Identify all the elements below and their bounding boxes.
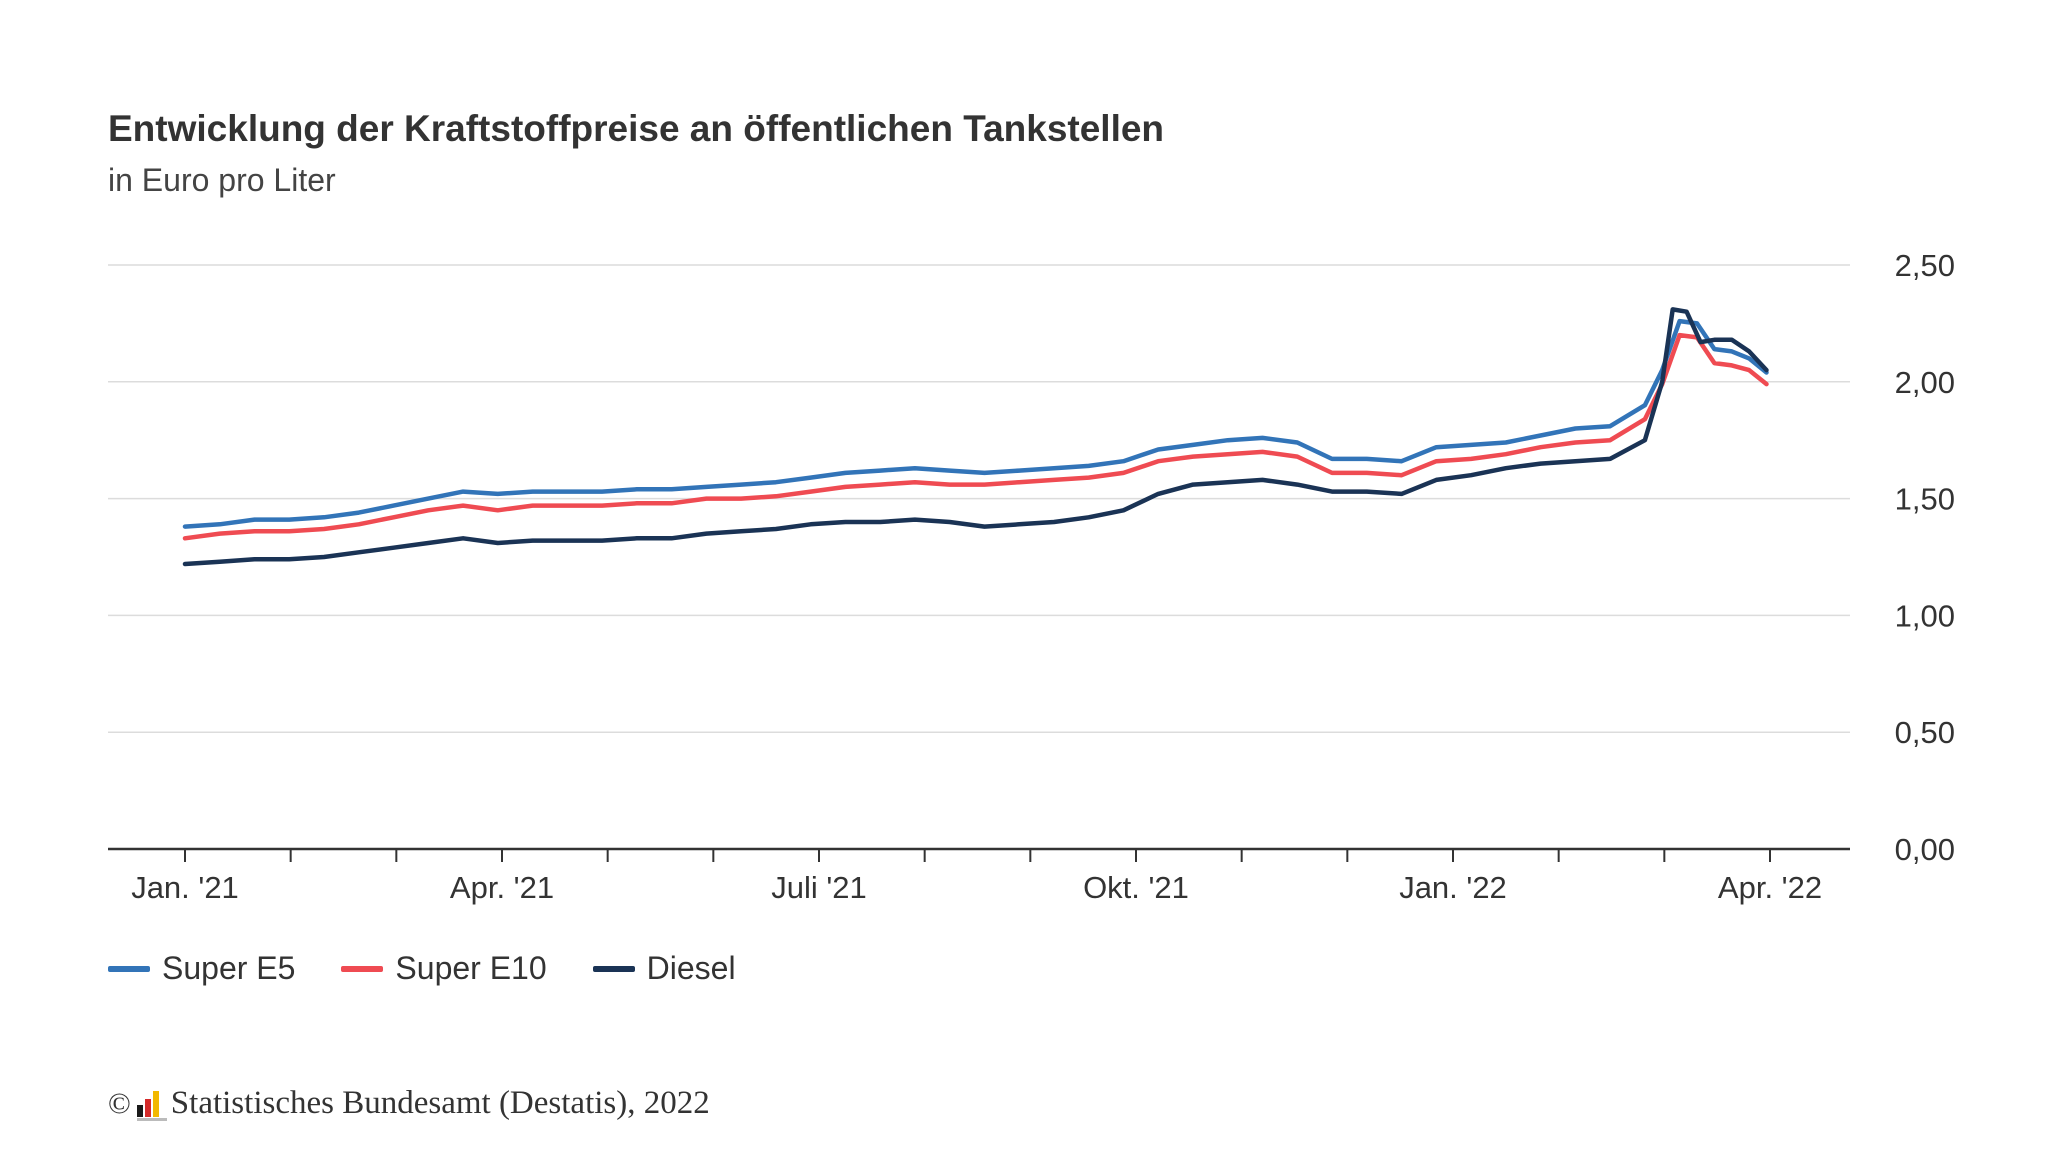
legend-item-super-e5: Super E5 <box>108 950 295 987</box>
series-line-super-e10 <box>182 332 1769 541</box>
x-tick-label: Juli '21 <box>771 870 867 905</box>
series-line-diesel <box>182 307 1769 567</box>
grid-lines <box>108 264 1850 733</box>
x-tick-label: Apr. '22 <box>1718 870 1822 905</box>
legend-item-super-e10: Super E10 <box>341 950 547 987</box>
footer-source: © Statistisches Bundesamt (Destatis), 20… <box>108 1085 710 1122</box>
x-tick-label: Jan. '22 <box>1399 870 1507 905</box>
y-tick-label: 0,00 <box>1895 832 1955 867</box>
legend-label: Super E5 <box>162 950 296 986</box>
legend-swatch <box>341 965 384 972</box>
destatis-bars-icon <box>136 1090 167 1121</box>
y-tick-label: 2,50 <box>1895 248 1955 283</box>
source-text: Statistisches Bundesamt (Destatis), 2022 <box>170 1085 710 1121</box>
legend-swatch <box>108 965 150 972</box>
x-tick-label: Okt. '21 <box>1083 870 1189 905</box>
copyright-symbol: © <box>108 1086 131 1120</box>
y-tick-label: 0,50 <box>1895 715 1955 750</box>
legend: Super E5 Super E10 Diesel <box>108 950 782 987</box>
legend-label: Super E10 <box>395 950 547 986</box>
chart-title: Entwicklung der Kraftstoffpreise an öffe… <box>108 108 1165 149</box>
legend-label: Diesel <box>646 950 736 986</box>
legend-swatch <box>592 965 635 972</box>
line-chart: 0,00 0,50 1,00 1,50 2,00 2,50 Jan. '21 Apr. '2… <box>108 248 1955 905</box>
x-tick-label: Apr. '21 <box>450 870 554 905</box>
chart-subtitle: in Euro pro Liter <box>108 162 336 198</box>
y-tick-label: 1,00 <box>1895 598 1955 633</box>
series-lines <box>182 307 1769 567</box>
series-line-super-e5 <box>182 318 1769 529</box>
y-axis-labels: 0,00 0,50 1,00 1,50 2,00 2,50 <box>1895 248 1955 867</box>
y-tick-label: 2,00 <box>1895 365 1955 400</box>
legend-item-diesel: Diesel <box>592 950 736 987</box>
x-axis: Jan. '21 Apr. '21 Juli '21 Okt. '21 Jan. '22… <box>108 847 1850 905</box>
x-tick-label: Jan. '21 <box>131 870 239 905</box>
y-tick-label: 1,50 <box>1895 482 1955 517</box>
